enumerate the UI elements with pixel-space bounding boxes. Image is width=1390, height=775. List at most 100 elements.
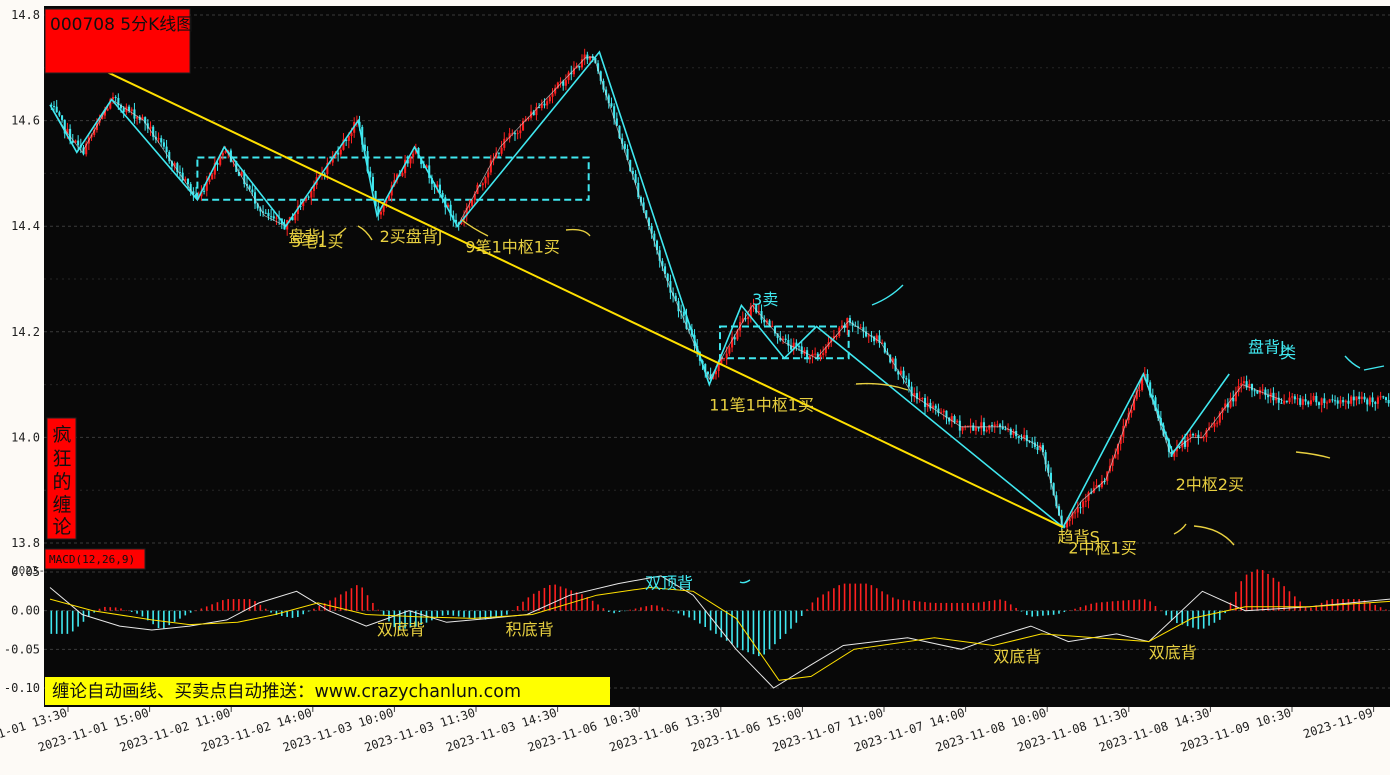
macd-histogram-bar [784, 610, 787, 634]
annotation-label: 盘背J [289, 227, 326, 246]
macd-histogram-bar [1294, 596, 1296, 611]
candle-body [1275, 397, 1278, 401]
annotation-arrow [855, 382, 909, 391]
macd-histogram-bar [661, 607, 664, 611]
candle-body [605, 89, 608, 96]
macd-histogram-bar [500, 610, 503, 618]
macd-histogram-bar [902, 599, 905, 611]
candle-body [203, 190, 206, 192]
annotation-label: 2买盘背J [380, 227, 443, 246]
macd-histogram-bar [307, 610, 310, 612]
candle-body [728, 347, 731, 354]
candle-body [1293, 396, 1296, 400]
macd-histogram-bar [1009, 604, 1012, 611]
candle-body [680, 311, 683, 313]
macd-histogram-bar [431, 610, 433, 621]
macd-histogram-bar [318, 605, 321, 611]
macd-histogram-bar [795, 610, 798, 623]
annotation-arrow [1193, 525, 1235, 546]
macd-histogram-bar [913, 601, 916, 611]
candle-body [1334, 400, 1337, 402]
annotation-label: 2中枢2买 [1176, 475, 1244, 494]
candle-body [77, 140, 80, 145]
candle-body [626, 148, 629, 160]
candle-body [219, 155, 222, 165]
macd-histogram-bar [1074, 608, 1076, 611]
macd-histogram-bar [709, 610, 712, 631]
macd-histogram-bar [1181, 610, 1184, 625]
price-tick-label: 14.4 [11, 219, 40, 233]
candle-body [1098, 485, 1101, 488]
macd-histogram-bar [1261, 570, 1264, 611]
candle-body [66, 128, 69, 134]
candle-body [1253, 390, 1256, 392]
macd-histogram-bar [211, 604, 213, 611]
macd-histogram-bar [1213, 610, 1216, 623]
macd-histogram-bar [1176, 610, 1178, 624]
macd-histogram-bar [243, 599, 246, 611]
candle-body [1283, 400, 1286, 404]
candle-body [186, 178, 190, 185]
candle-body [538, 107, 541, 109]
macd-axis: 0.05 0.00 -0.05 -0.10 [4, 565, 40, 695]
candle-body [1384, 397, 1388, 400]
macd-dif-line [49, 575, 1390, 689]
candle-body [1347, 400, 1350, 404]
candle-body [136, 116, 139, 119]
macd-histogram-bar [682, 610, 685, 616]
macd-histogram-bar [77, 610, 79, 627]
candle-body [615, 118, 618, 126]
candle-body [406, 159, 409, 164]
macd-histogram-bar [334, 597, 337, 611]
candle-body [910, 386, 913, 397]
candle-body [1052, 483, 1055, 496]
candle-body [302, 200, 305, 206]
candle-body [50, 104, 53, 107]
candle-body [554, 87, 557, 94]
macd-histogram-bar [1352, 599, 1355, 611]
candle-body [704, 364, 707, 372]
candle-body [822, 353, 825, 356]
candle-body [934, 405, 937, 409]
candle-body [1320, 398, 1323, 406]
macd-histogram-bar [1320, 602, 1323, 611]
candle-body [562, 81, 565, 86]
macd-histogram-bar [372, 602, 374, 611]
annotation-arrow [357, 225, 373, 241]
macd-histogram-bar [1143, 599, 1146, 611]
title-box: 000708 5分K线图 [44, 8, 193, 74]
candle-body [253, 192, 257, 204]
candle-body [784, 338, 787, 340]
candle-body [1360, 396, 1363, 400]
candle-body [551, 93, 554, 97]
macd-histogram-bar [800, 610, 803, 616]
candle-body [109, 99, 112, 109]
candle-body [894, 358, 897, 372]
candle-body [1063, 525, 1066, 528]
candle-body [878, 335, 881, 344]
candle-body [634, 173, 637, 183]
candle-body [170, 161, 173, 167]
candle-body [237, 172, 240, 176]
candle-body [211, 174, 214, 180]
candle-body [733, 337, 736, 340]
candle-body [1194, 434, 1197, 436]
candle-body [489, 160, 492, 173]
candle-body [631, 171, 634, 174]
candle-body [245, 184, 249, 186]
candle-body [867, 335, 870, 337]
annotation-label: 双顶背 [645, 574, 693, 593]
candle-body [811, 353, 814, 356]
candle-body [270, 216, 273, 218]
candle-body [1057, 506, 1061, 516]
trend-line [97, 66, 1064, 529]
macd-histogram-bar [1277, 581, 1280, 611]
macd-histogram-bar [490, 610, 492, 619]
candle-body [905, 378, 908, 380]
candle-body [508, 133, 511, 139]
candle-body [1291, 396, 1294, 398]
macd-histogram-bar [71, 610, 74, 632]
macd-histogram-bar [436, 610, 439, 619]
candle-body [379, 211, 383, 215]
candle-body [312, 184, 316, 191]
